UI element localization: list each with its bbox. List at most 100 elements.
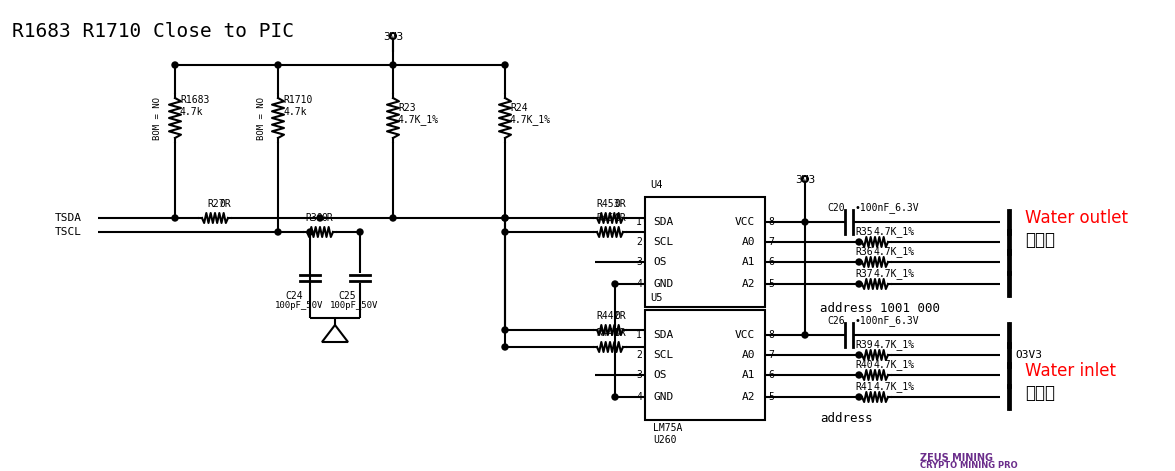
Text: address: address [820,413,873,425]
Text: C26: C26 [827,316,845,326]
Text: 1: 1 [636,330,642,340]
Text: •100nF_6.3V: •100nF_6.3V [855,203,920,213]
Text: Water inlet: Water inlet [1025,362,1116,380]
Text: 3V3: 3V3 [383,32,403,42]
Text: 0R: 0R [219,199,230,209]
Text: 6: 6 [768,370,774,380]
Circle shape [502,344,508,350]
Circle shape [172,215,177,221]
Text: 0R: 0R [615,311,626,321]
Circle shape [857,394,862,400]
Text: A0: A0 [741,237,756,247]
Circle shape [803,219,808,225]
Text: 4.7K_1%: 4.7K_1% [873,382,914,392]
Bar [645,310,765,420]
Circle shape [803,332,808,338]
Text: 4: 4 [636,392,642,402]
Text: C20: C20 [827,203,845,213]
Text: 2: 2 [636,350,642,360]
Text: R24: R24 [510,103,528,113]
Text: U260: U260 [653,435,677,445]
Circle shape [612,281,618,287]
Text: 0R: 0R [615,199,626,209]
Text: R37: R37 [855,269,873,279]
Circle shape [317,215,323,221]
Text: 0R: 0R [321,213,333,223]
Text: 8: 8 [768,330,774,340]
Circle shape [502,215,508,221]
Text: OS: OS [653,370,666,380]
Text: VCC: VCC [734,217,756,227]
Circle shape [857,372,862,378]
Text: 5: 5 [768,279,774,289]
Text: 3: 3 [636,370,642,380]
Text: O3V3: O3V3 [1015,350,1042,360]
Circle shape [390,215,396,221]
Text: 4.7K_1%: 4.7K_1% [398,114,439,125]
Text: SCL: SCL [653,237,673,247]
Circle shape [857,239,862,245]
Text: SDA: SDA [653,217,673,227]
Circle shape [857,281,862,287]
Circle shape [307,229,313,235]
Text: 4.7K_1%: 4.7K_1% [873,340,914,350]
Text: •100nF_6.3V: •100nF_6.3V [855,316,920,326]
Text: R23: R23 [398,103,416,113]
Text: 3V3: 3V3 [794,175,815,185]
Text: 0R: 0R [615,328,626,338]
Text: ZEUS MINING: ZEUS MINING [920,453,993,463]
Text: U4: U4 [650,180,663,190]
Text: R39: R39 [855,340,873,350]
Text: R35: R35 [855,227,873,237]
Text: TSDA: TSDA [55,213,82,223]
Text: 4.7k: 4.7k [180,107,203,117]
Text: VCC: VCC [734,330,756,340]
Text: R1683: R1683 [180,95,209,105]
Text: R40: R40 [855,360,873,370]
Text: 8: 8 [768,217,774,227]
Text: R454: R454 [596,213,619,223]
Text: GND: GND [653,279,673,289]
Circle shape [612,394,618,400]
Text: 4.7K_1%: 4.7K_1% [873,246,914,258]
Circle shape [275,62,281,68]
Circle shape [390,62,396,68]
Text: C25: C25 [338,291,356,301]
Text: 4: 4 [636,279,642,289]
Text: C24: C24 [286,291,303,301]
Text: R41: R41 [855,382,873,392]
Bar [645,197,765,307]
Circle shape [502,327,508,333]
Text: 1: 1 [636,217,642,227]
Text: R453: R453 [596,199,619,209]
Circle shape [502,62,508,68]
Text: 100pF_50V: 100pF_50V [275,301,323,310]
Text: BOM = NO: BOM = NO [153,97,161,139]
Text: 7: 7 [768,237,774,247]
Text: 0R: 0R [615,213,626,223]
Text: U5: U5 [650,293,663,303]
Text: SCL: SCL [653,350,673,360]
Text: A1: A1 [741,257,756,267]
Text: 入水口: 入水口 [1025,384,1055,402]
Text: 4.7K_1%: 4.7K_1% [510,114,551,125]
Text: A1: A1 [741,370,756,380]
Text: A2: A2 [741,279,756,289]
Text: 4.7K_1%: 4.7K_1% [873,359,914,371]
Text: A0: A0 [741,350,756,360]
Text: 4.7K_1%: 4.7K_1% [873,268,914,279]
Text: 7: 7 [768,350,774,360]
Circle shape [857,352,862,358]
Text: 4.7k: 4.7k [283,107,307,117]
Text: Water outlet: Water outlet [1025,209,1128,227]
Text: CRYPTO MINING PRO: CRYPTO MINING PRO [920,461,1018,470]
Text: LM75A: LM75A [653,310,683,320]
Text: A2: A2 [741,392,756,402]
Text: 3: 3 [636,257,642,267]
Text: 2: 2 [636,237,642,247]
Text: R27: R27 [207,199,224,209]
Circle shape [857,259,862,265]
Text: R442: R442 [596,311,619,321]
Text: R36: R36 [855,247,873,257]
Text: 5: 5 [768,392,774,402]
